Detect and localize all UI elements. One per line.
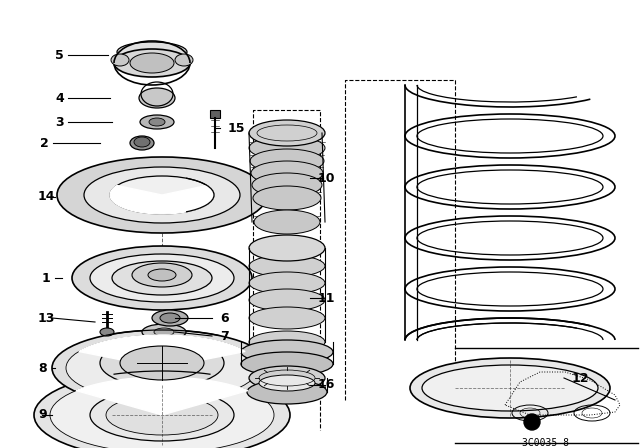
Text: 2: 2 — [40, 137, 49, 150]
Text: 1: 1 — [42, 271, 51, 284]
Ellipse shape — [72, 246, 252, 310]
Ellipse shape — [134, 137, 150, 147]
Ellipse shape — [57, 157, 267, 233]
Ellipse shape — [249, 366, 325, 390]
Ellipse shape — [249, 235, 325, 261]
Text: 7: 7 — [220, 329, 228, 343]
Ellipse shape — [139, 88, 175, 108]
Ellipse shape — [249, 136, 325, 160]
Circle shape — [524, 414, 540, 430]
Ellipse shape — [250, 149, 324, 173]
Ellipse shape — [249, 255, 325, 277]
Text: 10: 10 — [318, 172, 335, 185]
Polygon shape — [76, 377, 248, 415]
Ellipse shape — [152, 310, 188, 326]
Text: 4: 4 — [55, 91, 64, 104]
Ellipse shape — [117, 42, 187, 62]
Ellipse shape — [175, 54, 193, 66]
Ellipse shape — [247, 380, 327, 404]
Ellipse shape — [90, 389, 234, 441]
Ellipse shape — [249, 307, 325, 329]
Text: 12: 12 — [572, 371, 589, 384]
Ellipse shape — [90, 254, 234, 302]
Ellipse shape — [52, 330, 272, 406]
Ellipse shape — [66, 335, 258, 401]
Ellipse shape — [148, 269, 176, 281]
Ellipse shape — [100, 328, 114, 336]
Polygon shape — [79, 335, 245, 368]
Text: 14: 14 — [38, 190, 56, 203]
Text: 11: 11 — [318, 292, 335, 305]
Ellipse shape — [241, 352, 333, 376]
Ellipse shape — [253, 186, 321, 210]
Ellipse shape — [111, 54, 129, 66]
Text: 3: 3 — [55, 116, 63, 129]
Ellipse shape — [249, 120, 325, 146]
Bar — [210, 110, 220, 118]
Ellipse shape — [110, 176, 214, 214]
Ellipse shape — [154, 328, 174, 336]
Text: 6: 6 — [220, 311, 228, 324]
Text: 9: 9 — [38, 409, 47, 422]
Ellipse shape — [410, 358, 610, 418]
Ellipse shape — [252, 173, 322, 197]
Ellipse shape — [114, 49, 190, 77]
Ellipse shape — [249, 289, 325, 311]
Ellipse shape — [160, 313, 180, 323]
Ellipse shape — [34, 371, 290, 448]
Ellipse shape — [130, 136, 154, 150]
Ellipse shape — [249, 331, 325, 353]
Ellipse shape — [140, 115, 174, 129]
Ellipse shape — [112, 261, 212, 295]
Ellipse shape — [106, 395, 218, 435]
Ellipse shape — [149, 118, 165, 126]
Ellipse shape — [120, 346, 204, 380]
Ellipse shape — [249, 272, 325, 294]
Ellipse shape — [50, 377, 274, 448]
Ellipse shape — [254, 210, 320, 234]
Polygon shape — [110, 185, 214, 214]
Text: 3C0035 8: 3C0035 8 — [522, 438, 568, 448]
Ellipse shape — [142, 324, 186, 340]
Text: 16: 16 — [318, 379, 335, 392]
Text: 13: 13 — [38, 311, 56, 324]
Ellipse shape — [251, 161, 323, 185]
Ellipse shape — [259, 375, 315, 391]
Text: 5: 5 — [55, 48, 64, 61]
Text: 15: 15 — [228, 121, 246, 134]
Ellipse shape — [130, 53, 174, 73]
Ellipse shape — [84, 167, 240, 223]
Ellipse shape — [422, 365, 598, 411]
Text: 8: 8 — [38, 362, 47, 375]
Ellipse shape — [241, 340, 333, 364]
Ellipse shape — [132, 263, 192, 287]
Ellipse shape — [100, 339, 224, 387]
